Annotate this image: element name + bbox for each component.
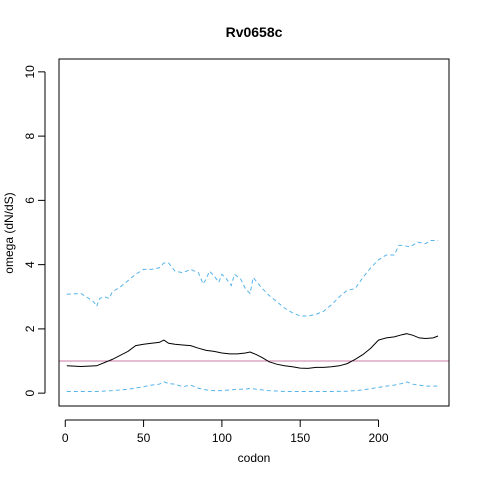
y-axis-label: omega (dN/dS) [2, 192, 16, 273]
x-tick-label: 150 [290, 431, 310, 445]
x-tick-label: 200 [369, 431, 389, 445]
x-axis-label: codon [238, 451, 271, 465]
x-tick-label: 50 [137, 431, 151, 445]
series-line-upper [66, 240, 438, 317]
plot-area [59, 240, 449, 392]
series-line-mean [66, 333, 439, 369]
y-tick-label: 4 [23, 261, 37, 268]
y-tick-label: 6 [23, 197, 37, 204]
plot-frame [58, 58, 450, 407]
x-tick-label: 0 [62, 431, 69, 445]
y-tick-label: 2 [23, 325, 37, 332]
series-line-lower [66, 381, 438, 392]
y-tick-label: 0 [23, 389, 37, 396]
chart-title: Rv0658c [226, 24, 283, 40]
y-tick-label: 8 [23, 132, 37, 139]
y-tick-label: 10 [23, 65, 37, 79]
x-tick-label: 100 [212, 431, 232, 445]
